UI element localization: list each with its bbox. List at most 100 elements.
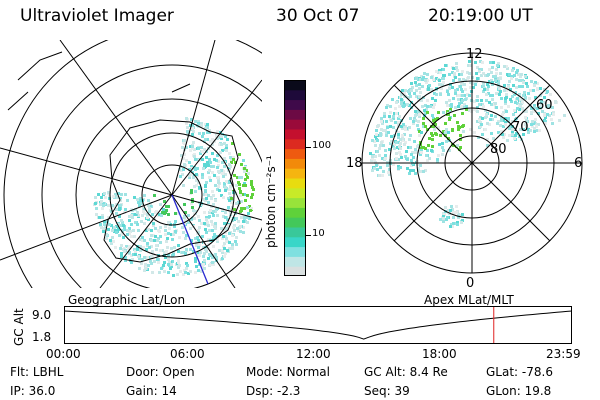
aurora-pixel xyxy=(216,154,219,157)
aurora-pixel xyxy=(552,111,555,114)
aurora-pixel xyxy=(204,123,207,126)
aurora-pixel xyxy=(426,128,429,131)
aurora-pixel xyxy=(473,108,476,111)
aurora-pixel xyxy=(398,145,401,148)
aurora-pixel xyxy=(449,108,452,111)
aurora-pixel xyxy=(374,135,377,138)
aurora-pixel xyxy=(191,217,194,220)
aurora-pixel xyxy=(207,164,210,167)
aurora-pixel xyxy=(224,189,227,192)
aurora-pixel xyxy=(461,213,464,216)
aurora-pixel xyxy=(410,153,413,156)
aurora-pixel xyxy=(189,248,192,251)
aurora-pixel xyxy=(194,260,197,263)
aurora-pixel xyxy=(145,265,148,268)
aurora-pixel xyxy=(162,264,165,267)
aurora-pixel xyxy=(146,244,149,247)
aurora-pixel xyxy=(518,97,521,100)
aurora-pixel xyxy=(530,123,533,126)
aurora-pixel xyxy=(502,111,505,114)
aurora-pixel xyxy=(170,233,173,236)
aurora-pixel xyxy=(499,90,502,93)
aurora-pixel xyxy=(452,216,455,219)
aurora-pixel xyxy=(203,222,206,225)
aurora-pixel xyxy=(177,212,180,215)
aurora-pixel xyxy=(418,134,421,137)
aurora-pixel xyxy=(445,140,448,143)
aurora-pixel xyxy=(532,110,535,113)
aurora-pixel xyxy=(404,125,407,128)
aurora-pixel xyxy=(460,221,463,224)
aurora-pixel xyxy=(394,121,397,124)
aurora-pixel xyxy=(448,99,451,102)
aurora-pixel xyxy=(401,89,404,92)
aurora-pixel xyxy=(491,83,494,86)
aurora-pixel xyxy=(500,119,503,122)
meridian-line xyxy=(0,147,173,196)
aurora-pixel xyxy=(201,158,204,161)
aurora-pixel xyxy=(439,71,442,74)
aurora-pixel xyxy=(202,198,205,201)
aurora-pixel xyxy=(196,236,199,239)
aurora-pixel xyxy=(223,247,226,250)
aurora-pixel xyxy=(530,107,533,110)
aurora-pixel xyxy=(382,129,385,132)
aurora-pixel xyxy=(188,168,191,171)
aurora-pixel xyxy=(494,115,497,118)
aurora-pixel xyxy=(481,117,484,120)
aurora-pixel xyxy=(128,251,131,254)
aurora-pixel xyxy=(385,120,388,123)
aurora-pixel xyxy=(386,126,389,129)
aurora-pixel xyxy=(143,256,146,259)
aurora-pixel xyxy=(211,229,214,232)
aurora-pixel xyxy=(196,167,199,170)
aurora-pixel xyxy=(414,114,417,117)
aurora-pixel xyxy=(448,104,451,107)
aurora-pixel xyxy=(122,236,125,239)
aurora-pixel xyxy=(539,87,542,90)
aurora-pixel xyxy=(223,222,226,225)
aurora-pixel xyxy=(448,117,451,120)
aurora-pixel xyxy=(223,255,226,258)
aurora-pixel xyxy=(521,85,524,88)
aurora-pixel xyxy=(520,73,523,76)
aurora-pixel xyxy=(125,245,128,248)
aurora-pixel xyxy=(184,271,187,274)
aurora-pixel xyxy=(423,72,426,75)
aurora-pixel xyxy=(185,248,188,251)
aurora-pixel xyxy=(212,194,215,197)
coastline xyxy=(7,51,191,111)
aurora-pixel xyxy=(442,77,445,80)
aurora-pixel xyxy=(204,191,207,194)
aurora-pixel xyxy=(478,119,481,122)
aurora-pixel xyxy=(212,214,215,217)
aurora-pixel xyxy=(392,115,395,118)
aurora-pixel xyxy=(409,146,412,149)
aurora-pixel xyxy=(193,148,196,151)
aurora-pixel xyxy=(98,216,101,219)
aurora-pixel xyxy=(410,82,413,85)
aurora-pixel xyxy=(200,124,203,127)
aurora-pixel xyxy=(463,103,466,106)
aurora-pixel xyxy=(164,229,167,232)
aurora-pixel xyxy=(425,108,428,111)
aurora-pixel xyxy=(185,146,188,149)
aurora-pixel xyxy=(100,226,103,229)
aurora-pixel xyxy=(192,174,195,177)
aurora-pixel xyxy=(242,226,245,229)
aurora-pixel xyxy=(138,257,141,260)
aurora-pixel xyxy=(548,114,551,117)
aurora-pixel xyxy=(422,76,425,79)
aurora-pixel xyxy=(197,269,200,272)
aurora-pixel xyxy=(123,250,126,253)
aurora-pixel xyxy=(539,94,542,97)
aurora-pixel xyxy=(508,80,511,83)
aurora-pixel xyxy=(454,89,457,92)
aurora-pixel xyxy=(153,194,156,197)
aurora-pixel xyxy=(111,229,114,232)
aurora-pixel xyxy=(207,243,210,246)
aurora-pixel xyxy=(514,91,517,94)
aurora-pixel xyxy=(205,231,208,234)
aurora-pixel xyxy=(541,110,544,113)
aurora-pixel xyxy=(378,154,381,157)
